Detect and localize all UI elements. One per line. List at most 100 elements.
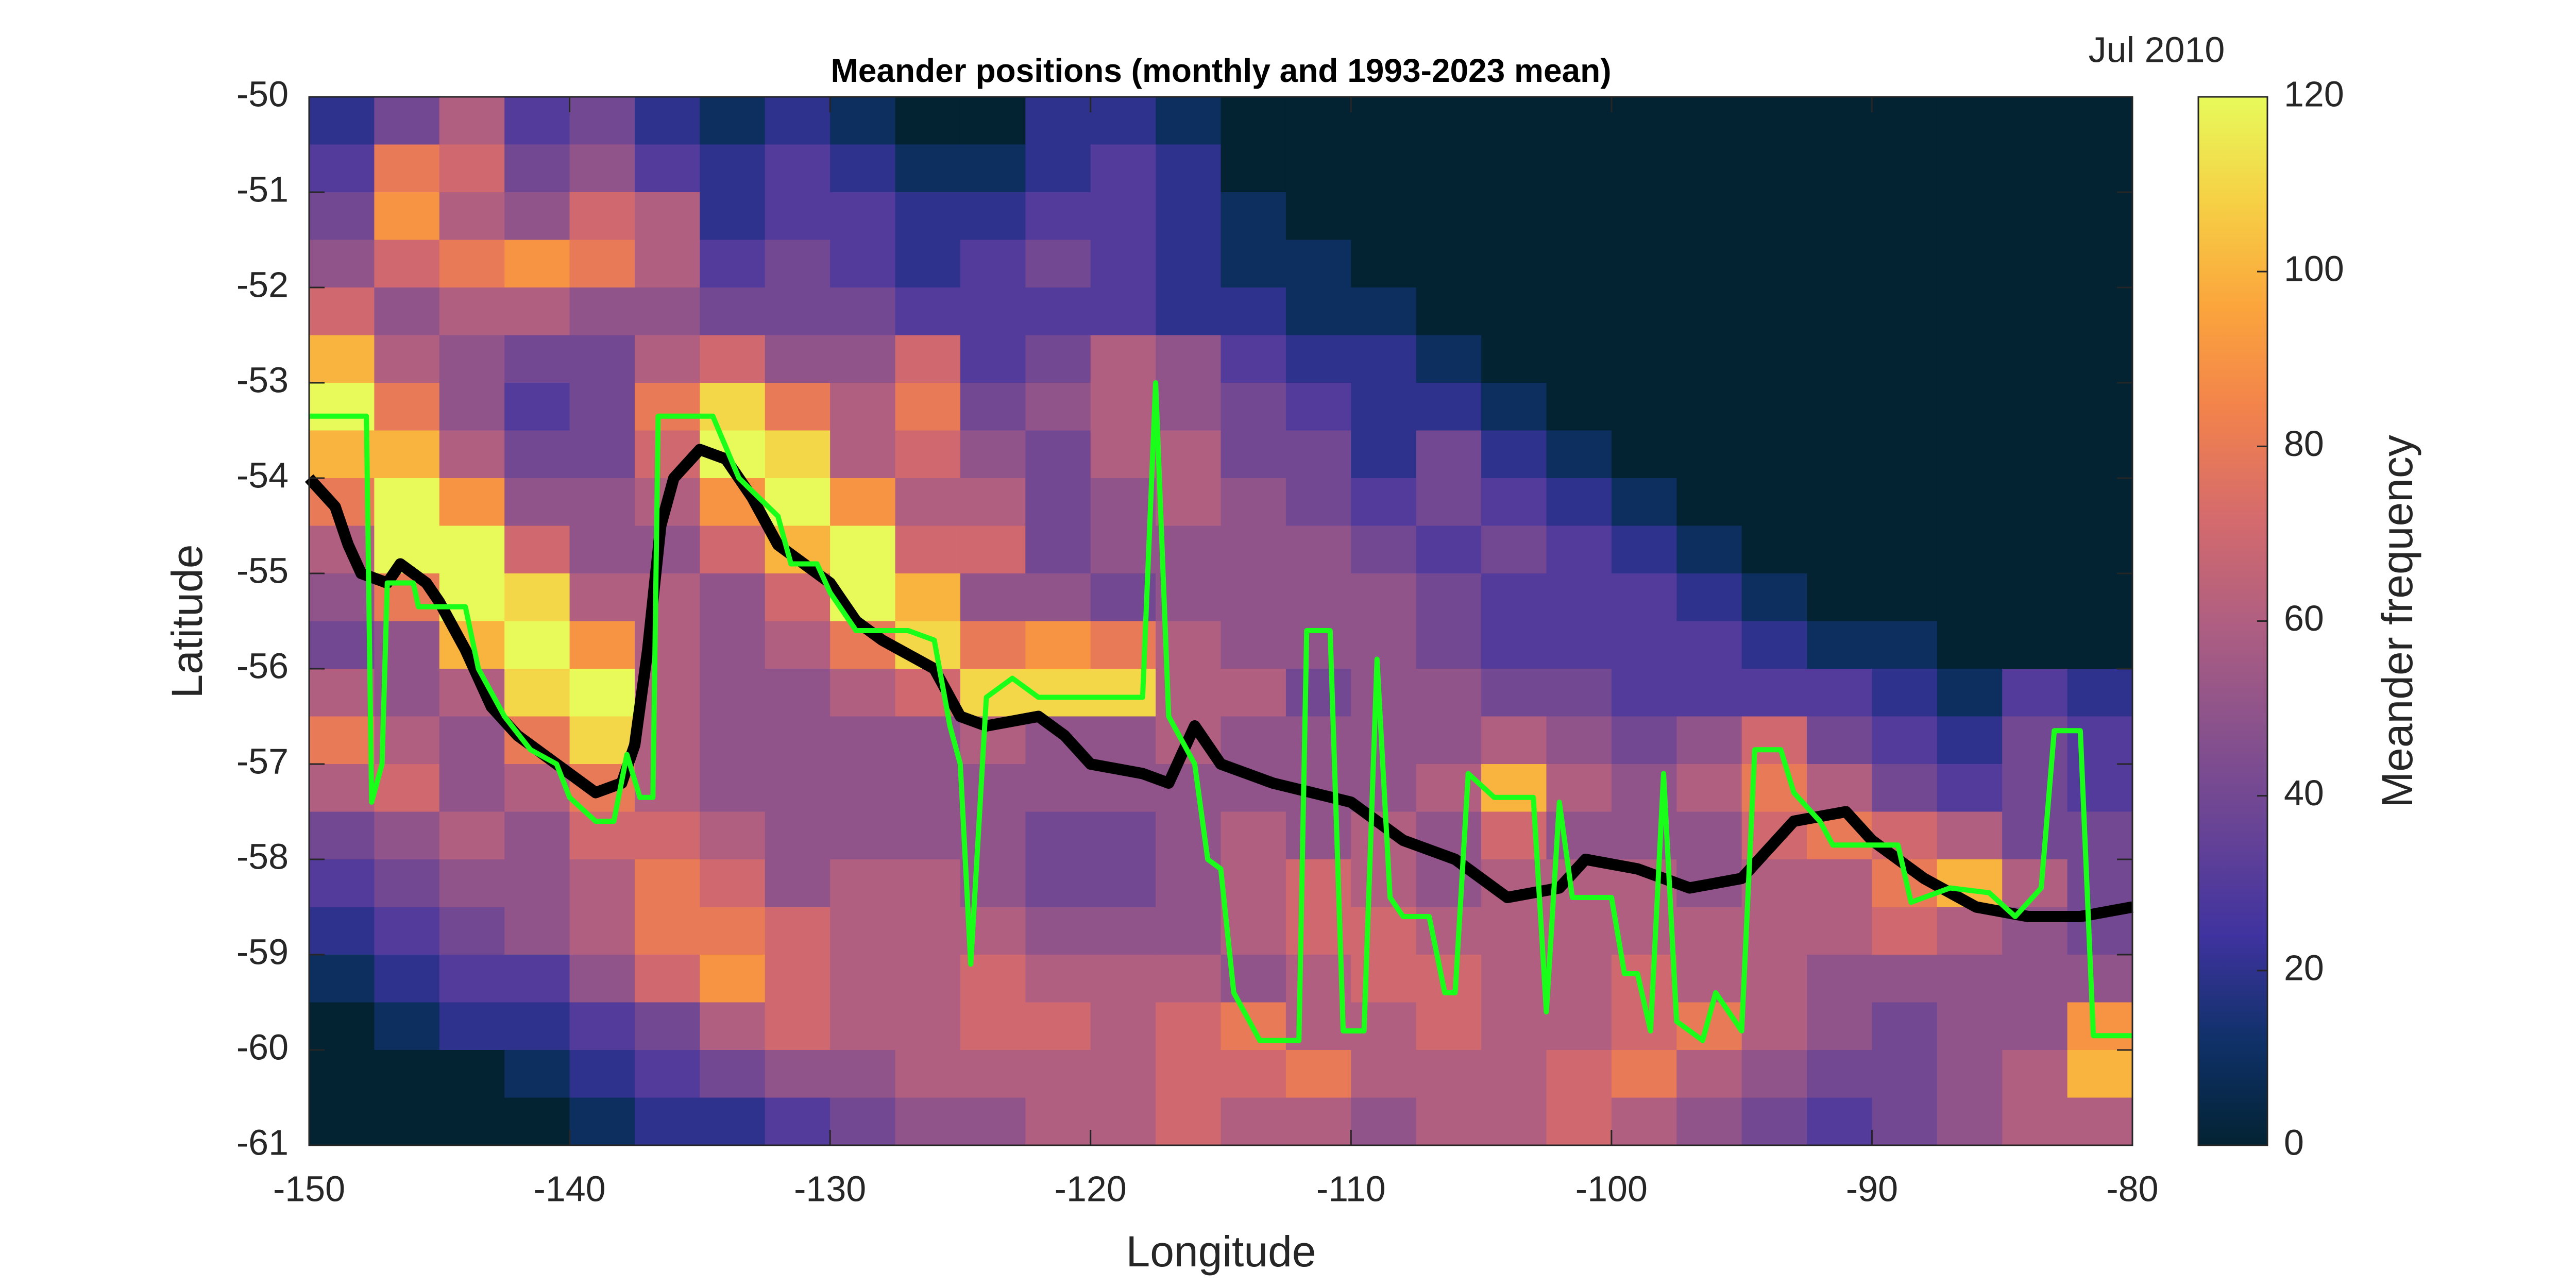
heatmap-cell xyxy=(1937,383,2003,431)
heatmap-cell xyxy=(960,1097,1026,1146)
heatmap-cell xyxy=(2002,716,2068,765)
heatmap-cell xyxy=(374,955,440,1003)
heatmap-cell xyxy=(1676,669,1742,717)
heatmap-cell xyxy=(765,192,831,240)
heatmap-cell xyxy=(1416,716,1482,765)
heatmap-cell xyxy=(895,859,961,907)
heatmap-cell xyxy=(374,287,440,335)
heatmap-cell xyxy=(1546,383,1612,431)
heatmap-cell xyxy=(1546,573,1612,621)
heatmap-cell xyxy=(1741,144,1807,193)
heatmap-cell xyxy=(1221,669,1286,717)
heatmap-cell xyxy=(1676,1050,1742,1098)
heatmap-cell xyxy=(1090,240,1156,288)
heatmap-cell xyxy=(1807,430,1872,479)
heatmap-cell xyxy=(1546,1050,1612,1098)
heatmap-cell xyxy=(504,1002,570,1050)
heatmap-cell xyxy=(830,335,896,383)
heatmap-cell xyxy=(1807,669,1872,717)
heatmap-cell xyxy=(1611,287,1677,335)
heatmap-cell xyxy=(895,383,961,431)
x-tick-label: -130 xyxy=(794,1168,866,1209)
heatmap-cell xyxy=(1741,669,1807,717)
heatmap-cell xyxy=(1937,955,2003,1003)
heatmap-cell xyxy=(1351,669,1417,717)
heatmap-cell xyxy=(504,383,570,431)
heatmap-cell xyxy=(1741,621,1807,669)
heatmap-cell xyxy=(1741,716,1807,765)
heatmap-cell xyxy=(2002,240,2068,288)
heatmap-cell xyxy=(895,192,961,240)
heatmap-cell xyxy=(1611,430,1677,479)
heatmap-cell xyxy=(569,240,635,288)
heatmap-cell xyxy=(1285,192,1351,240)
heatmap-cell xyxy=(1937,287,2003,335)
heatmap xyxy=(309,97,2133,1146)
heatmap-cell xyxy=(2067,383,2133,431)
heatmap-cell xyxy=(1090,1050,1156,1098)
heatmap-cell xyxy=(1611,573,1677,621)
heatmap-cell xyxy=(309,97,375,145)
heatmap-cell xyxy=(765,1050,831,1098)
heatmap-cell xyxy=(634,1097,700,1146)
y-tick-label: -54 xyxy=(236,455,289,495)
heatmap-cell xyxy=(1807,1050,1872,1098)
heatmap-cell xyxy=(830,240,896,288)
heatmap-cell xyxy=(504,1097,570,1146)
heatmap-cell xyxy=(1285,287,1351,335)
heatmap-cell xyxy=(1807,478,1872,526)
heatmap-cell xyxy=(1351,383,1417,431)
heatmap-cell xyxy=(309,621,375,669)
heatmap-cell xyxy=(634,716,700,765)
heatmap-cell xyxy=(1481,1002,1547,1050)
heatmap-cell xyxy=(960,811,1026,860)
heatmap-cell xyxy=(1025,144,1091,193)
heatmap-cell xyxy=(700,955,766,1003)
heatmap-cell xyxy=(1807,621,1872,669)
heatmap-cell xyxy=(1937,669,2003,717)
heatmap-cell xyxy=(1872,1097,1938,1146)
heatmap-cell xyxy=(1676,192,1742,240)
heatmap-cell xyxy=(895,430,961,479)
heatmap-cell xyxy=(1221,573,1286,621)
heatmap-cell xyxy=(1937,430,2003,479)
heatmap-cell xyxy=(1156,192,1221,240)
y-tick-label: -60 xyxy=(236,1027,289,1067)
heatmap-cell xyxy=(309,335,375,383)
heatmap-cell xyxy=(1285,669,1351,717)
heatmap-cell xyxy=(2067,716,2133,765)
heatmap-cell xyxy=(830,1097,896,1146)
heatmap-cell xyxy=(1416,383,1482,431)
heatmap-cell xyxy=(1090,859,1156,907)
heatmap-cell xyxy=(1741,430,1807,479)
heatmap-cell xyxy=(830,478,896,526)
heatmap-cell xyxy=(1546,287,1612,335)
heatmap-cell xyxy=(309,811,375,860)
heatmap-cell xyxy=(1546,621,1612,669)
heatmap-cell xyxy=(309,144,375,193)
heatmap-cell xyxy=(504,144,570,193)
heatmap-cell xyxy=(1481,573,1547,621)
heatmap-cell xyxy=(1807,144,1872,193)
heatmap-cell xyxy=(1156,764,1221,812)
heatmap-cell xyxy=(374,1097,440,1146)
y-tick-label: -61 xyxy=(236,1122,289,1162)
heatmap-cell xyxy=(439,907,505,955)
colorbar-tick-label: 0 xyxy=(2284,1122,2304,1162)
heatmap-cell xyxy=(1090,907,1156,955)
heatmap-cell xyxy=(1807,1097,1872,1146)
heatmap-cell xyxy=(1807,1002,1872,1050)
heatmap-cell xyxy=(960,144,1026,193)
heatmap-cell xyxy=(1546,669,1612,717)
heatmap-cell xyxy=(439,430,505,479)
heatmap-cell xyxy=(439,192,505,240)
heatmap-cell xyxy=(2002,192,2068,240)
heatmap-cell xyxy=(1872,144,1938,193)
heatmap-cell xyxy=(1025,907,1091,955)
heatmap-cell xyxy=(634,144,700,193)
heatmap-cell xyxy=(2002,1097,2068,1146)
heatmap-cell xyxy=(1741,97,1807,145)
heatmap-cell xyxy=(830,430,896,479)
heatmap-cell xyxy=(700,97,766,145)
heatmap-cell xyxy=(1221,526,1286,574)
